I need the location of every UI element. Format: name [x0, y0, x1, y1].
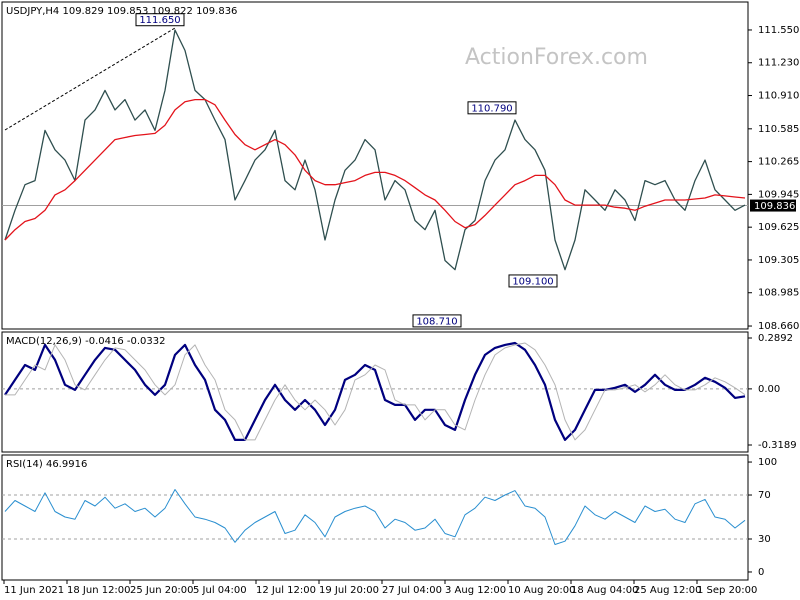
y-tick-label: 111.230: [758, 58, 799, 69]
y-tick-label: 109.945: [758, 189, 799, 200]
x-tick-label: 19 Jul 20:00: [319, 585, 379, 596]
x-tick-label: 25 Aug 12:00: [634, 585, 701, 596]
y-tick-label: 30: [758, 534, 771, 545]
x-tick-label: 5 Jul 04:00: [193, 585, 247, 596]
x-tick-label: 3 Aug 12:00: [445, 585, 506, 596]
annotation-box: [412, 314, 462, 328]
panel-frame: [1, 1, 749, 330]
last-price-label: 109.836: [754, 201, 795, 212]
y-tick-label: 109.625: [758, 222, 799, 233]
x-tick-label: 18 Jun 12:00: [67, 585, 131, 596]
y-tick-label: 110.585: [758, 124, 799, 135]
trend-line: [4, 27, 176, 131]
y-tick-label: 110.265: [758, 157, 799, 168]
y-tick-label: 108.660: [758, 321, 799, 332]
watermark: ActionForex.com: [465, 45, 648, 70]
series-line: [4, 29, 746, 271]
panel-frame: [1, 331, 749, 453]
annotation-label: 111.650: [139, 15, 180, 26]
annotation-label: 109.100: [512, 276, 553, 287]
annotation-box: [508, 274, 558, 288]
y-tick-label: 70: [758, 490, 771, 501]
panel-frame: [1, 454, 749, 581]
series-line: [4, 98, 746, 241]
y-tick-label: 111.550: [758, 25, 799, 36]
panel-title: MACD(12,26,9) -0.0416 -0.0332: [6, 336, 166, 347]
annotation-box: [135, 13, 185, 27]
x-tick-label: 10 Aug 20:00: [508, 585, 575, 596]
panel-title: RSI(14) 46.9916: [6, 459, 87, 470]
annotation-label: 110.790: [471, 103, 512, 114]
y-tick-label: 0: [758, 567, 764, 578]
x-tick-label: 11 Jun 2021: [4, 585, 64, 596]
y-tick-label: 110.910: [758, 91, 799, 102]
y-tick-label: 109.305: [758, 255, 799, 266]
x-tick-label: 18 Aug 04:00: [571, 585, 638, 596]
panel-title: USDJPY,H4 109.829 109.853 109.822 109.83…: [6, 6, 237, 17]
annotation-label: 108.710: [416, 316, 457, 327]
y-tick-label: 100: [758, 457, 777, 468]
y-tick-label: 0.00: [758, 384, 780, 395]
series-line: [5, 342, 746, 441]
x-tick-label: 1 Sep 20:00: [697, 585, 757, 596]
x-tick-label: 27 Jul 04:00: [382, 585, 442, 596]
series-line: [4, 489, 746, 545]
series-line: [4, 341, 746, 441]
y-tick-label: -0.3189: [758, 440, 797, 451]
x-tick-label: 12 Jul 12:00: [256, 585, 316, 596]
x-tick-label: 25 Jun 20:00: [130, 585, 194, 596]
y-tick-label: 0.2892: [758, 333, 793, 344]
last-price-box: [750, 199, 796, 212]
y-tick-label: 108.985: [758, 288, 799, 299]
annotation-box: [467, 101, 517, 115]
